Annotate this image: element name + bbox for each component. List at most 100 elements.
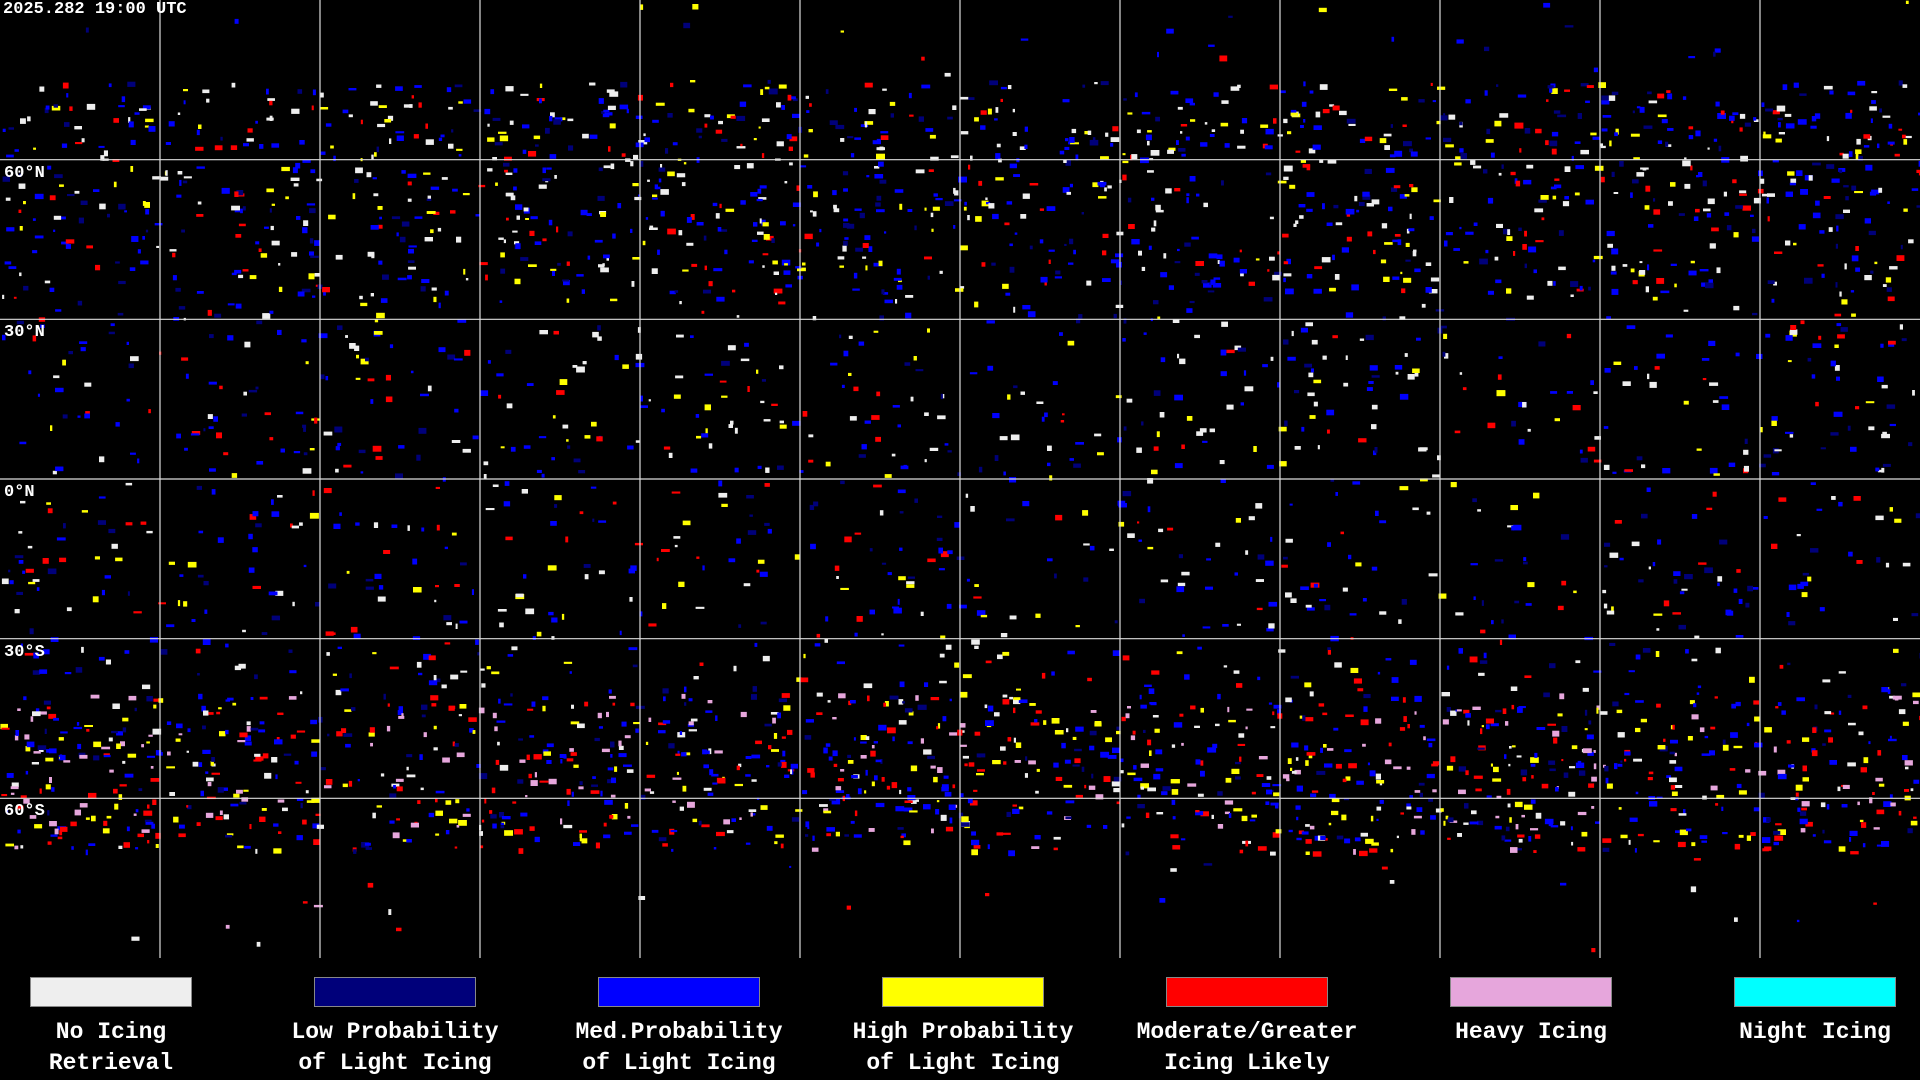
icing-pixel — [223, 814, 229, 820]
icing-pixel — [686, 217, 692, 223]
icing-pixel — [610, 754, 613, 758]
icing-pixel — [1887, 141, 1895, 145]
icing-pixel — [1194, 725, 1200, 728]
legend: No Icing Retrieval Low Probability of Light… — [0, 958, 1920, 1080]
icing-pixel — [1847, 425, 1851, 431]
icing-pixel — [1708, 340, 1716, 346]
icing-pixel — [17, 708, 21, 711]
icing-pixel — [920, 611, 924, 616]
icing-pixel — [504, 169, 508, 173]
icing-pixel — [719, 380, 727, 383]
icing-pixel — [1672, 724, 1675, 730]
icing-pixel — [1604, 565, 1608, 568]
icing-pixel — [396, 232, 399, 237]
icing-pixel — [358, 449, 366, 454]
icing-pixel — [1702, 180, 1707, 187]
icing-pixel — [907, 741, 913, 745]
icing-pixel — [897, 489, 906, 494]
icing-pixel — [1686, 828, 1692, 832]
icing-pixel — [60, 731, 68, 734]
icing-pixel — [1255, 579, 1264, 582]
icing-pixel — [370, 742, 373, 747]
icing-pixel — [1652, 296, 1658, 301]
icing-pixel — [881, 562, 887, 565]
icing-pixel — [889, 695, 899, 700]
icing-pixel — [1071, 128, 1077, 134]
icing-pixel — [1115, 253, 1124, 258]
icing-pixel — [1224, 811, 1230, 815]
icing-pixel — [1123, 318, 1127, 324]
icing-pixel — [1456, 709, 1462, 712]
icing-pixel — [1173, 722, 1183, 728]
icing-pixel — [699, 662, 704, 666]
icing-pixel — [91, 815, 96, 822]
icing-pixel — [536, 469, 542, 473]
icing-pixel — [372, 812, 376, 819]
icing-pixel — [597, 336, 602, 341]
icing-pixel — [8, 127, 14, 130]
icing-pixel — [294, 760, 299, 765]
icing-pixel — [1024, 126, 1028, 132]
icing-pixel — [840, 587, 849, 590]
icing-pixel — [1360, 832, 1368, 837]
icing-pixel — [1588, 783, 1595, 788]
icing-pixel — [1402, 124, 1407, 127]
icing-pixel — [1836, 225, 1839, 232]
icing-pixel — [458, 714, 462, 717]
icing-pixel — [1128, 224, 1135, 229]
icing-pixel — [630, 565, 637, 571]
icing-pixel — [1668, 201, 1673, 206]
icing-pixel — [401, 221, 410, 227]
icing-pixel — [209, 468, 216, 472]
icing-pixel — [1807, 357, 1812, 362]
icing-pixel — [1763, 131, 1766, 136]
icing-pixel — [1801, 592, 1808, 598]
icing-pixel — [196, 485, 202, 490]
icing-pixel — [491, 671, 500, 675]
icing-pixel — [1036, 401, 1044, 404]
icing-pixel — [1515, 824, 1519, 830]
icing-pixel — [1530, 757, 1539, 763]
icing-pixel — [301, 288, 311, 293]
icing-pixel — [626, 769, 634, 773]
icing-pixel — [313, 904, 323, 908]
icing-pixel — [1752, 228, 1756, 234]
icing-pixel — [166, 766, 175, 769]
icing-pixel — [1145, 134, 1152, 141]
icing-pixel — [1702, 378, 1707, 381]
icing-pixel — [780, 759, 786, 763]
icing-pixel — [125, 482, 133, 486]
icing-pixel — [1283, 273, 1292, 277]
icing-pixel — [1401, 599, 1407, 605]
icing-pixel — [799, 470, 804, 473]
icing-pixel — [213, 416, 218, 422]
icing-pixel — [1277, 180, 1287, 184]
icing-pixel — [58, 737, 64, 741]
icing-pixel — [1477, 747, 1485, 750]
icing-pixel — [403, 104, 410, 108]
icing-pixel — [1665, 141, 1669, 147]
icing-pixel — [1546, 99, 1549, 102]
icing-pixel — [1753, 807, 1760, 812]
icing-pixel — [431, 287, 437, 291]
icing-pixel — [569, 671, 572, 674]
icing-pixel — [1327, 748, 1334, 751]
icing-pixel — [1344, 749, 1352, 753]
icing-pixel — [1851, 313, 1856, 317]
legend-item: Heavy Icing — [1389, 977, 1673, 1048]
icing-pixel — [54, 828, 59, 835]
icing-pixel — [842, 171, 849, 176]
icing-pixel — [996, 832, 1004, 836]
icing-pixel — [1455, 612, 1464, 616]
icing-pixel — [942, 716, 947, 722]
icing-pixel — [1143, 332, 1147, 335]
icing-pixel — [958, 812, 964, 819]
icing-pixel — [1763, 516, 1768, 519]
icing-pixel — [1035, 710, 1042, 714]
icing-pixel — [876, 195, 882, 201]
icing-pixel — [427, 195, 431, 201]
icing-pixel — [609, 123, 616, 129]
icing-pixel — [1586, 734, 1594, 740]
icing-pixel — [863, 683, 873, 689]
icing-pixel — [738, 763, 742, 768]
